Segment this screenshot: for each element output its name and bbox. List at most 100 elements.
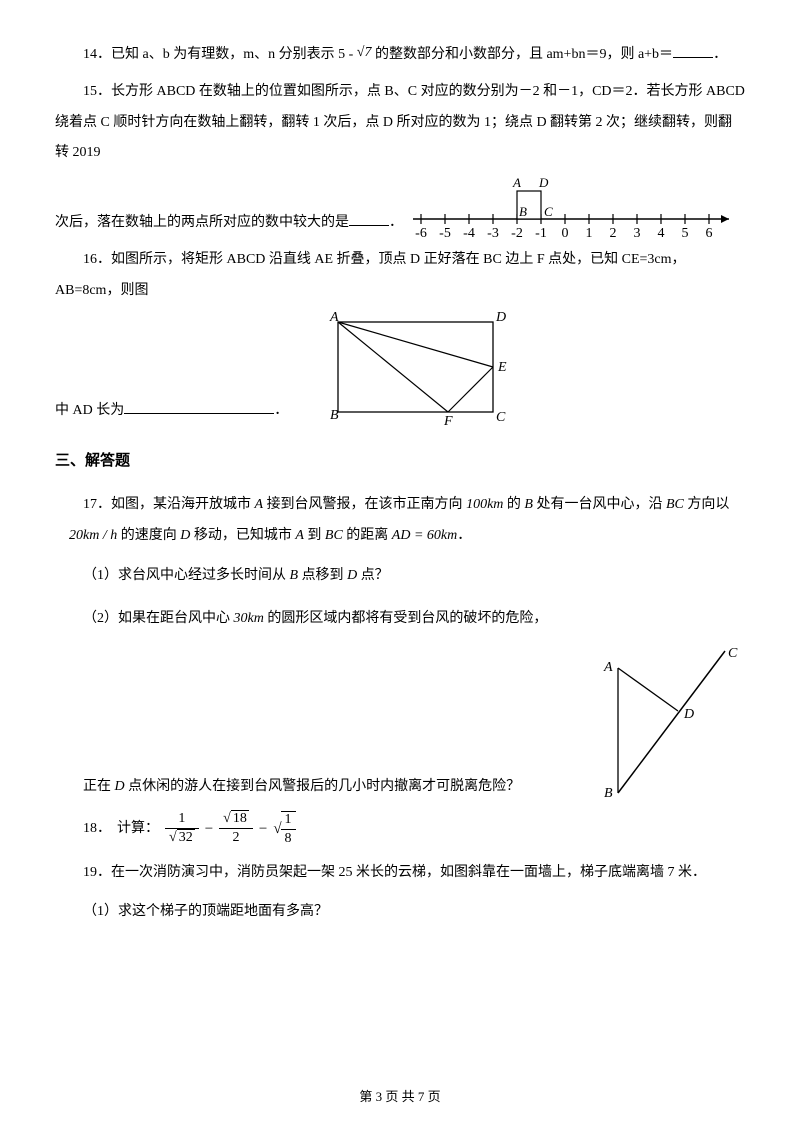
q17-s3b: 点休闲的游人在接到台风警报后的几小时内撤离才可脱离危险？ [125, 779, 521, 794]
q16-blank [124, 397, 274, 414]
svg-text:D: D [683, 707, 694, 722]
svg-text:E: E [497, 360, 507, 375]
q16-end: ． [274, 403, 288, 418]
q17-t1: 如图，某沿海开放城市 [111, 497, 255, 512]
q17-s1c: 点？ [357, 568, 389, 583]
q19-text: 在一次消防演习中，消防员架起一架 25 米长的云梯，如图斜靠在一面墙上，梯子底端… [111, 865, 706, 880]
svg-text:D: D [495, 310, 506, 325]
question-17: 17．如图，某沿海开放城市 A 接到台风警报，在该市正南方向 100km 的 B… [55, 490, 745, 803]
q19-s1: （1）求这个梯子的顶端距地面有多高？ [83, 904, 328, 919]
q19-sub1: （1）求这个梯子的顶端距地面有多高？ [55, 897, 745, 928]
q15-para1: 15．长方形 ABCD 在数轴上的位置如图所示，点 B、C 对应的数分别为－2 … [55, 77, 745, 169]
q15-text1: 长方形 ABCD 在数轴上的位置如图所示，点 B、C 对应的数分别为－2 和－1… [55, 84, 745, 161]
q17-D3: D [115, 779, 125, 794]
q16-row2: 中 AD 长为 ． A D B C E F [55, 307, 745, 427]
q17-A2: A [295, 528, 304, 543]
svg-text:B: B [519, 204, 527, 219]
question-15: 15．长方形 ABCD 在数轴上的位置如图所示，点 B、C 对应的数分别为－2 … [55, 77, 745, 239]
q17-30km: 30km [234, 611, 264, 626]
q16-num: 16． [83, 252, 111, 267]
q16-para1: 16．如图所示，将矩形 ABCD 沿直线 AE 折叠，顶点 D 正好落在 BC … [55, 245, 745, 307]
svg-text:2: 2 [610, 226, 617, 239]
frac2: √182 [219, 811, 253, 847]
q17-D2: D [347, 568, 357, 583]
question-18: 18． 计算： 1√32 − √182 − √18 [83, 811, 745, 848]
q17-t3: 的 [503, 497, 524, 512]
q17-sub3-text: 正在 D 点休闲的游人在接到台风警报后的几小时内撤离才可脱离危险？ [55, 772, 520, 803]
q17-sub2: （2）如果在距台风中心 30km 的圆形区域内都将有受到台风的破坏的危险， [55, 604, 745, 635]
q17-A1: A [255, 497, 264, 512]
q17-t6: 的速度向 [117, 528, 180, 543]
q15-blank [349, 210, 389, 227]
svg-text:-4: -4 [463, 226, 475, 239]
q16-text2-wrap: 中 AD 长为 ． [55, 396, 288, 427]
q17-line2: 20km / h 的速度向 D 移动，已知城市 A 到 BC 的距离 AD = … [55, 521, 745, 552]
svg-text:C: C [728, 646, 738, 661]
q17-BC: BC [666, 497, 684, 512]
svg-text:4: 4 [658, 226, 665, 239]
q14-num: 14． [83, 47, 111, 62]
q17-t4: 处有一台风中心，沿 [533, 497, 666, 512]
q18-num: 18． [83, 814, 111, 845]
q14-end: ． [713, 47, 727, 62]
q16-text2: 中 AD 长为 [55, 403, 124, 418]
svg-text:B: B [604, 786, 613, 801]
q17-speed: 20km / h [69, 528, 117, 543]
q17-100km: 100km [466, 497, 503, 512]
q17-t9: 的距离 [343, 528, 392, 543]
number-line-figure: -6 -5 -4 -3 -2 -1 0 1 2 3 4 5 6 A [409, 169, 739, 239]
q17-figure: A B C D [590, 643, 745, 803]
q16-text1: 如图所示，将矩形 ABCD 沿直线 AE 折叠，顶点 D 正好落在 BC 边上 … [55, 252, 686, 298]
frac1: 1√32 [165, 811, 199, 847]
question-14: 14．已知 a、b 为有理数，m、n 分别表示 5 - √7 的整数部分和小数部… [55, 40, 745, 71]
question-16: 16．如图所示，将矩形 ABCD 沿直线 AE 折叠，顶点 D 正好落在 BC … [55, 245, 745, 427]
svg-text:1: 1 [586, 226, 593, 239]
sqrt-frac: √18 [273, 811, 295, 848]
svg-text:D: D [538, 175, 549, 190]
q15-text2-wrap: 次后，落在数轴上的两点所对应的数中较大的是 ． [55, 208, 403, 239]
svg-text:-2: -2 [511, 226, 523, 239]
svg-text:A: A [603, 660, 613, 675]
q17-t7: 移动，已知城市 [190, 528, 295, 543]
q17-t10: ． [457, 528, 471, 543]
q18-expression: 1√32 − √182 − √18 [165, 811, 296, 848]
q17-s1b: 点移到 [298, 568, 347, 583]
q15-num: 15． [83, 84, 111, 99]
q14-text1: 已知 a、b 为有理数，m、n 分别表示 5 - [111, 47, 357, 62]
q17-t2: 接到台风警报，在该市正南方向 [263, 497, 466, 512]
svg-text:6: 6 [706, 226, 713, 239]
q17-sub3-row: 正在 D 点休闲的游人在接到台风警报后的几小时内撤离才可脱离危险？ A B C … [55, 643, 745, 803]
svg-text:B: B [330, 408, 339, 423]
q15-text2: 次后，落在数轴上的两点所对应的数中较大的是 [55, 215, 349, 230]
q17-line1: 17．如图，某沿海开放城市 A 接到台风警报，在该市正南方向 100km 的 B… [55, 490, 745, 521]
q17-t5: 方向以 [684, 497, 730, 512]
svg-text:A: A [512, 175, 521, 190]
svg-text:C: C [544, 204, 553, 219]
q17-num: 17． [83, 497, 111, 512]
q17-B2: B [290, 568, 299, 583]
q17-D1: D [180, 528, 190, 543]
svg-text:-5: -5 [439, 226, 451, 239]
q15-end: ． [389, 215, 403, 230]
q16-figure: A D B C E F [318, 307, 518, 427]
q18-label: 计算： [117, 814, 159, 845]
q14-text2: 的整数部分和小数部分，且 am+bn＝9，则 a+b＝ [371, 47, 673, 62]
q14-blank [673, 41, 713, 58]
svg-text:-1: -1 [535, 226, 547, 239]
q17-s2b: 的圆形区域内都将有受到台风的破坏的危险， [264, 611, 548, 626]
question-19: 19．在一次消防演习中，消防员架起一架 25 米长的云梯，如图斜靠在一面墙上，梯… [55, 858, 745, 889]
q17-sub1: （1）求台风中心经过多长时间从 B 点移到 D 点？ [55, 561, 745, 592]
q19-num: 19． [83, 865, 111, 880]
q15-row2: 次后，落在数轴上的两点所对应的数中较大的是 ． -6 -5 -4 -3 [55, 169, 745, 239]
q17-s2a: （2）如果在距台风中心 [83, 611, 234, 626]
q17-B1: B [524, 497, 533, 512]
svg-text:0: 0 [562, 226, 569, 239]
svg-text:-3: -3 [487, 226, 499, 239]
q17-AD60: AD = 60km [392, 528, 457, 543]
sqrt7: √7 [357, 45, 372, 60]
svg-text:A: A [329, 310, 339, 325]
svg-text:5: 5 [682, 226, 689, 239]
section-3-title: 三、解答题 [55, 445, 745, 478]
q17-t8: 到 [304, 528, 325, 543]
svg-text:-6: -6 [415, 226, 427, 239]
